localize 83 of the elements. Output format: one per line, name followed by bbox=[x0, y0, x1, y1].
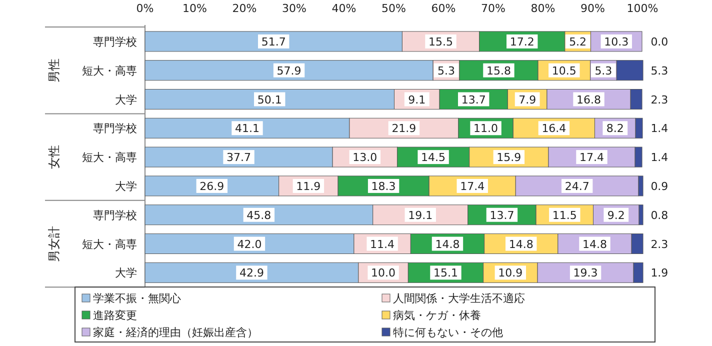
x-tick-label: 50% bbox=[382, 2, 406, 15]
x-tick-label: 90% bbox=[580, 2, 605, 15]
x-tick-label: 100% bbox=[626, 2, 658, 15]
data-label: 13.7 bbox=[490, 208, 514, 222]
x-tick-label: 40% bbox=[332, 2, 356, 15]
y-tick-label: 専門学校 bbox=[93, 35, 137, 48]
data-label: 51.7 bbox=[261, 35, 286, 48]
y-tick-label: 専門学校 bbox=[93, 122, 137, 136]
data-label: 17.4 bbox=[460, 180, 485, 193]
data-label: 5.3 bbox=[650, 64, 668, 78]
data-label: 11.5 bbox=[552, 208, 577, 222]
y-tick-label: 短大・高専 bbox=[82, 64, 137, 78]
data-label: 11.4 bbox=[370, 238, 395, 251]
data-label: 2.3 bbox=[650, 238, 668, 251]
data-label: 14.5 bbox=[421, 151, 446, 164]
y-tick-label: 大学 bbox=[115, 266, 137, 280]
data-label: 26.9 bbox=[200, 180, 224, 193]
x-tick-label: 60% bbox=[431, 2, 456, 15]
data-label: 5.3 bbox=[594, 64, 612, 78]
data-label: 24.7 bbox=[564, 180, 590, 193]
legend-label: 家庭・経済的理由（妊娠出産含） bbox=[93, 326, 258, 339]
x-tick-label: 70% bbox=[481, 2, 506, 15]
legend-label: 特に何もない・その他 bbox=[393, 326, 503, 339]
data-label: 1.4 bbox=[650, 151, 668, 164]
y-tick-label: 短大・高専 bbox=[82, 151, 137, 164]
data-label: 8.2 bbox=[606, 122, 624, 136]
data-label: 45.8 bbox=[246, 208, 272, 222]
data-label: 17.4 bbox=[580, 151, 604, 164]
data-label: 41.1 bbox=[234, 122, 260, 136]
y-tick-label: 大学 bbox=[115, 180, 137, 193]
data-label: 15.8 bbox=[486, 64, 511, 78]
data-label: 0.0 bbox=[650, 35, 668, 48]
data-label: 0.9 bbox=[650, 180, 668, 193]
data-label: 11.9 bbox=[296, 180, 321, 193]
data-label: 15.1 bbox=[433, 266, 458, 280]
data-label: 19.3 bbox=[573, 266, 598, 280]
data-label: 18.3 bbox=[371, 180, 396, 193]
data-label: 5.2 bbox=[569, 35, 587, 48]
data-label: 7.9 bbox=[518, 93, 536, 106]
data-label: 5.3 bbox=[437, 64, 455, 78]
y-tick-label: 短大・高専 bbox=[82, 238, 137, 251]
data-label: 10.5 bbox=[552, 64, 576, 78]
data-label: 10.3 bbox=[604, 35, 629, 48]
x-tick-label: 80% bbox=[530, 2, 556, 15]
legend-label: 人間関係・大学生活不適応 bbox=[393, 292, 525, 305]
data-label: 10.0 bbox=[371, 266, 396, 280]
data-label: 9.2 bbox=[607, 208, 625, 222]
data-label: 21.9 bbox=[392, 122, 416, 136]
legend-label: 病気・ケガ・休養 bbox=[393, 309, 481, 322]
data-label: 15.9 bbox=[496, 151, 522, 164]
data-label: 11.0 bbox=[474, 122, 498, 136]
y-tick-label: 専門学校 bbox=[93, 208, 137, 222]
data-label: 1.9 bbox=[650, 266, 668, 280]
text: 女性 bbox=[47, 145, 61, 170]
data-label: 10.9 bbox=[498, 266, 523, 280]
data-label: 17.2 bbox=[510, 35, 534, 48]
data-label: 14.8 bbox=[582, 238, 607, 251]
data-label: 42.9 bbox=[239, 266, 264, 280]
data-label: 19.1 bbox=[408, 208, 433, 222]
legend-label: 学業不振・無関心 bbox=[93, 292, 181, 305]
data-label: 14.8 bbox=[508, 238, 534, 251]
data-label: 0.8 bbox=[650, 208, 668, 222]
data-label: 9.1 bbox=[408, 93, 426, 106]
data-label: 42.0 bbox=[237, 238, 262, 251]
x-tick-label: 0% bbox=[136, 2, 154, 15]
x-tick-label: 20% bbox=[232, 2, 257, 15]
text: 男女計 bbox=[47, 226, 61, 262]
data-label: 50.1 bbox=[257, 93, 282, 106]
data-label: 2.3 bbox=[650, 93, 668, 106]
data-label: 14.8 bbox=[435, 238, 460, 251]
text: 男性 bbox=[47, 58, 61, 82]
data-label: 15.5 bbox=[428, 35, 454, 48]
x-tick-label: 30% bbox=[282, 2, 306, 15]
legend-label: 進路変更 bbox=[93, 309, 137, 322]
data-label: 16.4 bbox=[542, 122, 566, 136]
data-label: 16.8 bbox=[576, 93, 602, 106]
data-label: 57.9 bbox=[276, 64, 302, 78]
data-label: 13.0 bbox=[352, 151, 378, 164]
data-label: 13.7 bbox=[461, 93, 486, 106]
data-label: 1.4 bbox=[650, 122, 668, 136]
data-label: 37.7 bbox=[226, 151, 252, 164]
y-tick-label: 大学 bbox=[115, 93, 137, 106]
x-tick-label: 10% bbox=[182, 2, 207, 15]
